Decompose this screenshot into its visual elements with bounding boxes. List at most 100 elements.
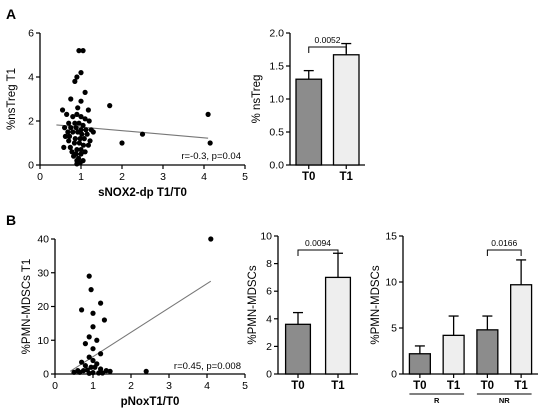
bar-a-y-tick-label: 1.0 [269, 94, 284, 106]
scatter-a-x-axis-label: sNOX2-dp T1/T0 [98, 187, 187, 199]
scatter-a-point [69, 149, 75, 155]
scatter-a-point [78, 70, 84, 76]
scatter-a-point [78, 147, 84, 153]
scatter-a-point [81, 136, 87, 142]
scatter-b-point [88, 287, 94, 293]
bar-a-y-tick-label: 0.0 [269, 160, 284, 172]
scatter-b-x-tick-label: 2 [128, 380, 134, 392]
bar-b1-significance-bracket [297, 249, 339, 256]
bar-b1-y-tick-label: 2 [266, 341, 272, 353]
scatter-a-y-tick-label: 4 [28, 72, 34, 84]
bar-b2-y-tick-label: 15 [385, 231, 397, 243]
scatter-a-point [67, 144, 73, 150]
scatter-a-point [71, 153, 77, 159]
scatter-a-x-tick-label: 1 [78, 171, 84, 183]
scatter-a-point [76, 48, 82, 54]
panel-letter-a: A [6, 6, 16, 22]
scatter-b-y-tick-label: 10 [37, 335, 49, 347]
bar-b2-y-tick-label: 10 [385, 277, 397, 289]
bar-b2-category-label: T0 [481, 380, 494, 392]
scatter-a-point [59, 107, 66, 113]
bar-b2-bar-t1 [442, 334, 465, 375]
bar-b1-y-axis-label: %PMN-MDSCs [247, 265, 259, 344]
scatter-b-point [86, 354, 92, 360]
bar-b1-chart: 0 2 4 6 8 10 %PMN-MDSCs T0 T1 0.0094 [247, 231, 358, 392]
scatter-b-point [90, 357, 96, 364]
bar-b1-y-tick-label: 6 [266, 286, 272, 298]
scatter-b-point [79, 359, 85, 365]
scatter-b-point [101, 317, 107, 323]
bar-b2-y-axis-label: %PMN-MDSCs [370, 265, 382, 344]
scatter-b-y-tick-label: 30 [37, 267, 49, 279]
scatter-a-point [80, 142, 87, 148]
scatter-a-point [74, 74, 80, 80]
scatter-a-point [207, 140, 213, 146]
scatter-a-point [62, 133, 69, 139]
scatter-a-point [85, 142, 91, 148]
bar-a-y-axis-label: % nsTreg [251, 75, 263, 124]
scatter-b-y-tick-label: 20 [37, 301, 49, 313]
scatter-b-point [86, 273, 92, 279]
scatter-a-y-tick-label: 2 [28, 116, 34, 128]
scatter-a-point [74, 147, 80, 153]
scatter-a-x-tick-label: 4 [201, 171, 207, 183]
scatter-a-point [72, 120, 78, 126]
bar-a-y-tick-label: 0.5 [269, 127, 284, 139]
scatter-a-point [107, 103, 113, 109]
scatter-b-point [94, 337, 100, 343]
scatter-a-point [119, 140, 125, 146]
scatter-a-point [78, 151, 84, 157]
scatter-b-x-tick-label: 4 [204, 380, 210, 392]
bar-a-significance-bracket [308, 46, 347, 53]
scatter-b-point [71, 369, 77, 375]
scatter-a-y-tick-label: 0 [28, 160, 34, 172]
scatter-a-point [77, 136, 83, 142]
scatter-b-y-axis-label: %PMN-MDSCs T1 [21, 259, 33, 355]
scatter-b-x-tick-label: 0 [52, 380, 58, 392]
scatter-b-x-tick-label: 3 [166, 380, 172, 392]
scatter-a-chart: 0 2 4 6 0 1 2 3 4 5 %nsTreg T1 sNOX2-dp T1/T0 r=-0.3… [6, 28, 248, 200]
scatter-a-point [65, 129, 71, 135]
bar-b2-category-label: T1 [514, 380, 528, 392]
panel-letter-b: B [6, 212, 16, 228]
scatter-a-point [66, 133, 73, 139]
scatter-b-y-tick-label: 40 [37, 234, 49, 246]
bar-b1-y-tick-label: 0 [266, 369, 272, 381]
bar-b2-bar-t0 [476, 329, 499, 375]
scatter-b-x-tick-label: 5 [242, 380, 248, 392]
scatter-a-point [74, 161, 80, 167]
scatter-a-point [73, 125, 79, 131]
scatter-a-point [75, 105, 81, 111]
bar-b2-chart: 0 5 10 15 %PMN-MDSCs T0 T1 T0 T1 0.0166 R NR [370, 231, 538, 405]
scatter-b-point [86, 370, 92, 376]
scatter-b-point [99, 370, 106, 376]
scatter-a-correlation-label: r=-0.3, p=0.04 [181, 151, 241, 162]
bar-b2-group-label: R [434, 396, 440, 405]
scatter-a-point [84, 131, 90, 137]
scatter-a-x-tick-label: 5 [242, 171, 248, 183]
scatter-b-regression-line [69, 280, 212, 372]
scatter-a-point [79, 131, 85, 137]
bar-b2-p-value: 0.0166 [491, 238, 517, 248]
scatter-a-point [82, 116, 88, 122]
bar-a-bar-t0 [295, 78, 323, 166]
scatter-b-point [79, 307, 85, 313]
scatter-b-point [88, 364, 94, 370]
bar-b2-group-label: NR [499, 396, 510, 405]
scatter-b-point [92, 364, 98, 370]
bar-a-bar-t1 [332, 54, 360, 166]
bar-b1-y-tick-label: 4 [266, 313, 272, 325]
scatter-a-point [83, 127, 89, 133]
scatter-a-point [61, 144, 67, 150]
scatter-a-point [90, 129, 96, 135]
scatter-b-point [98, 300, 104, 306]
scatter-a-point [76, 140, 82, 146]
scatter-b-point [208, 236, 214, 242]
scatter-b-y-tick-label: 0 [43, 369, 49, 381]
bar-b1-category-label: T1 [331, 380, 345, 392]
bar-b1-bar-t0 [284, 323, 312, 375]
scatter-a-point [82, 89, 88, 95]
scatter-b-correlation-label: r=0.45, p=0.008 [174, 361, 241, 372]
scatter-b-point [98, 366, 104, 372]
